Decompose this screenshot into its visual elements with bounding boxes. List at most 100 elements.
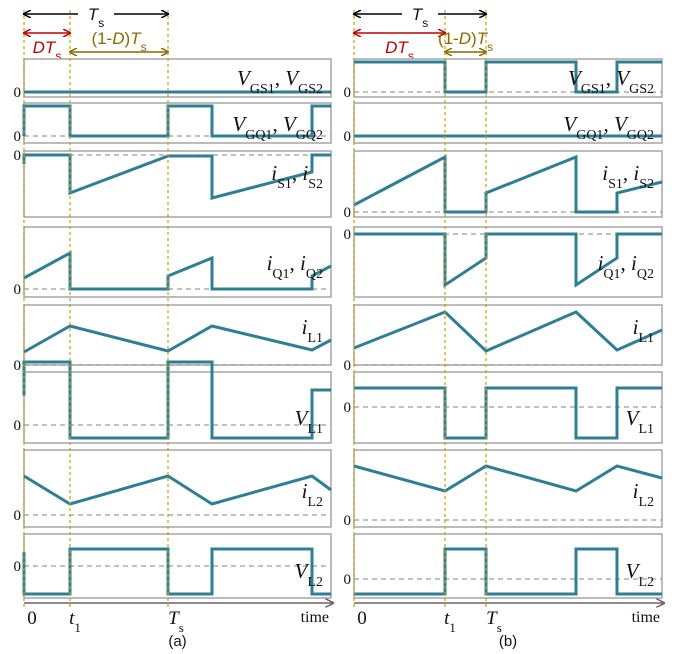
off-label-part: ) bbox=[471, 29, 477, 48]
tick-t1: t1 bbox=[69, 608, 81, 635]
signal-label-8-part: L2 bbox=[307, 575, 323, 590]
signal-label-3-part: S1 bbox=[277, 177, 292, 192]
signal-label-4-part: i bbox=[300, 251, 306, 275]
signal-label-6-part: L1 bbox=[638, 422, 654, 437]
zero-label: 0 bbox=[344, 85, 352, 101]
signal-label-6-part: L1 bbox=[307, 422, 323, 437]
off-label: (1-D)Ts bbox=[91, 29, 146, 54]
tick-ts: Ts bbox=[486, 608, 502, 635]
tick-t1-part: 1 bbox=[449, 620, 456, 635]
signal-label-8-part: V bbox=[295, 559, 310, 583]
tick-ts-part: T bbox=[486, 608, 498, 629]
signal-label-1-part: GS1 bbox=[581, 82, 606, 97]
signal-label-5-part: L1 bbox=[307, 331, 323, 346]
tick-zero-part: 0 bbox=[27, 608, 37, 629]
zero-label: 0 bbox=[344, 400, 352, 416]
tick-ts-part: s bbox=[497, 620, 502, 635]
signal-label-3-part: i bbox=[602, 161, 608, 185]
signal-label-3: iS1, iS2 bbox=[271, 161, 323, 192]
zero-label: 0 bbox=[14, 508, 22, 524]
signal-label-7-part: L2 bbox=[307, 495, 323, 510]
signal-label-1-part: GS1 bbox=[250, 82, 275, 97]
tick-zero-part: 0 bbox=[357, 608, 367, 629]
signal-label-7: iL2 bbox=[633, 479, 654, 510]
zero-label: 0 bbox=[344, 129, 352, 145]
zero-label: 0 bbox=[14, 559, 22, 575]
signal-label-6: VL1 bbox=[295, 406, 323, 437]
signal-label-5-part: L1 bbox=[638, 331, 654, 346]
signal-label-2: VGQ1, VGQ2 bbox=[232, 112, 323, 143]
off-label-part: s bbox=[141, 40, 147, 54]
duty-label: DTs bbox=[33, 38, 62, 63]
signal-label-1-part: V bbox=[237, 66, 252, 90]
off-label-part: (1- bbox=[438, 29, 459, 48]
panel-caption: (a) bbox=[168, 633, 186, 650]
signal-label-2-part: V bbox=[614, 112, 629, 136]
off-label-part: (1- bbox=[91, 29, 112, 48]
period-label-bg bbox=[402, 2, 438, 24]
tick-t1-part: t bbox=[444, 608, 450, 629]
period-label-bg bbox=[78, 2, 114, 24]
signal-label-4-part: , bbox=[290, 251, 301, 275]
off-label-part: D bbox=[112, 29, 124, 48]
signal-label-8-part: L2 bbox=[638, 575, 654, 590]
signal-label-5-part: i bbox=[302, 315, 308, 339]
waveform-7 bbox=[23, 474, 332, 506]
tick-ts: Ts bbox=[168, 608, 184, 635]
signal-label-3-part: i bbox=[302, 161, 308, 185]
duty-label-part: s bbox=[408, 49, 414, 63]
signal-label-3-part: , bbox=[623, 161, 634, 185]
signal-label-7: iL2 bbox=[302, 479, 323, 510]
period-label-part: T bbox=[88, 5, 100, 24]
signal-label-1-part: , bbox=[275, 66, 286, 90]
signal-label-7-part: i bbox=[302, 479, 308, 503]
zero-label: 0 bbox=[344, 572, 352, 588]
duty-label-part: DT bbox=[385, 38, 409, 57]
signal-panel-7 bbox=[353, 449, 663, 528]
zero-label: 0 bbox=[344, 358, 352, 374]
signal-label-6-part: V bbox=[626, 406, 641, 430]
signal-label-4-part: i bbox=[631, 251, 637, 275]
zero-label: 0 bbox=[14, 148, 22, 164]
signal-label-1-part: V bbox=[568, 66, 583, 90]
duty-label: DTs bbox=[385, 38, 414, 63]
signal-label-8: VL2 bbox=[295, 559, 323, 590]
period-label-part: s bbox=[98, 16, 104, 30]
signal-label-6: VL1 bbox=[626, 406, 654, 437]
signal-label-3-part: , bbox=[292, 161, 303, 185]
signal-label-6-part: V bbox=[295, 406, 310, 430]
zero-label: 0 bbox=[344, 227, 352, 243]
signal-label-1-part: GS2 bbox=[298, 82, 323, 97]
signal-label-2-part: GQ1 bbox=[576, 128, 603, 143]
waveform-6 bbox=[22, 360, 331, 440]
tick-t1-part: t bbox=[69, 608, 75, 629]
signal-label-7-part: i bbox=[633, 479, 639, 503]
waveform-3 bbox=[22, 153, 331, 200]
off-label: (1-D)Ts bbox=[438, 29, 493, 54]
duty-label-part: s bbox=[55, 49, 61, 63]
waveform-5 bbox=[353, 310, 663, 353]
signal-label-2-part: V bbox=[283, 112, 298, 136]
signal-label-1-part: V bbox=[285, 66, 300, 90]
period-label-part: T bbox=[412, 5, 424, 24]
panel-caption: (b) bbox=[499, 633, 517, 650]
signal-label-1-part: , bbox=[606, 66, 617, 90]
off-label-part: D bbox=[459, 29, 471, 48]
signal-panel-6 bbox=[23, 371, 332, 444]
zero-label: 0 bbox=[344, 513, 352, 529]
signal-label-8-part: V bbox=[626, 559, 641, 583]
signal-panel-5 bbox=[353, 304, 663, 366]
signal-label-4-part: Q2 bbox=[306, 267, 323, 282]
signal-label-7-part: L2 bbox=[638, 495, 654, 510]
waveform-5 bbox=[23, 324, 332, 354]
signal-panel-7 bbox=[23, 449, 332, 528]
signal-label-2-part: V bbox=[563, 112, 578, 136]
period-label: Ts bbox=[88, 5, 104, 30]
signal-label-3: iS1, iS2 bbox=[602, 161, 654, 192]
waveform-8 bbox=[354, 547, 662, 596]
signal-label-3-part: S2 bbox=[308, 177, 323, 192]
signal-label-2: VGQ1, VGQ2 bbox=[563, 112, 654, 143]
signal-label-2-part: , bbox=[603, 112, 614, 136]
